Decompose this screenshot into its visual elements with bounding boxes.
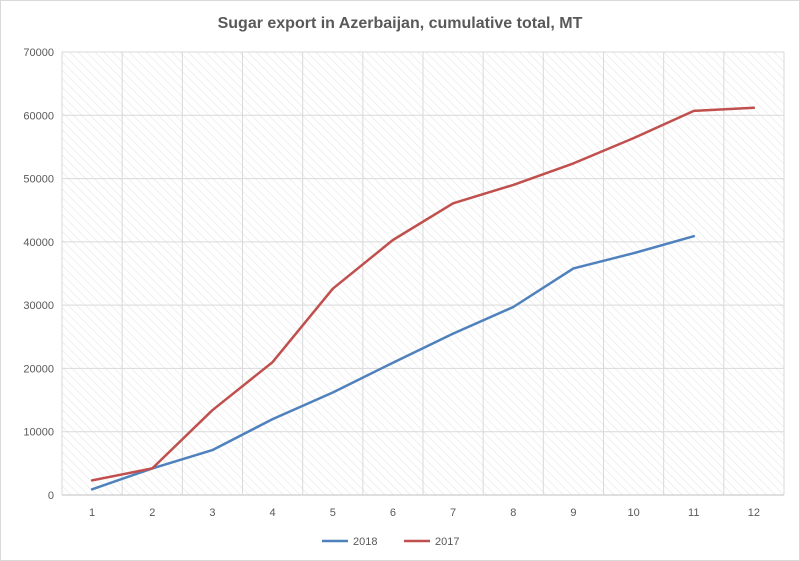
y-axis-ticks: 0 10000 20000 30000 40000 50000 60000 70000 [23, 47, 54, 502]
y-tick-label: 50000 [23, 174, 54, 186]
x-tick-label: 5 [330, 507, 336, 519]
x-tick-label: 8 [510, 507, 516, 519]
series-line-2018 [90, 234, 696, 491]
x-tick-label: 3 [209, 507, 215, 519]
y-tick-label: 10000 [23, 427, 54, 439]
y-tick-label: 70000 [23, 47, 54, 59]
series-lines [90, 106, 756, 491]
y-tick-label: 0 [48, 490, 54, 502]
y-tick-label: 60000 [23, 110, 54, 122]
x-tick-label: 2 [149, 507, 155, 519]
legend-label: 2017 [435, 536, 459, 548]
chart-title: Sugar export in Azerbaijan, cumulative t… [218, 15, 583, 32]
legend: 2018 2017 [322, 536, 459, 548]
x-tick-label: 9 [570, 507, 576, 519]
x-tick-label: 1 [89, 507, 95, 519]
x-tick-label: 4 [270, 507, 276, 519]
series-line-2017 [90, 106, 756, 482]
x-tick-label: 10 [627, 507, 639, 519]
y-tick-label: 30000 [23, 300, 54, 312]
y-tick-label: 40000 [23, 237, 54, 249]
x-tick-label: 6 [390, 507, 396, 519]
x-axis-ticks: 1 2 3 4 5 6 7 8 9 10 11 12 [89, 507, 760, 519]
x-tick-label: 12 [748, 507, 760, 519]
y-tick-label: 20000 [23, 363, 54, 375]
gridlines [61, 51, 785, 496]
legend-label: 2018 [353, 536, 377, 548]
x-tick-label: 11 [688, 507, 699, 519]
x-tick-label: 7 [450, 507, 456, 519]
